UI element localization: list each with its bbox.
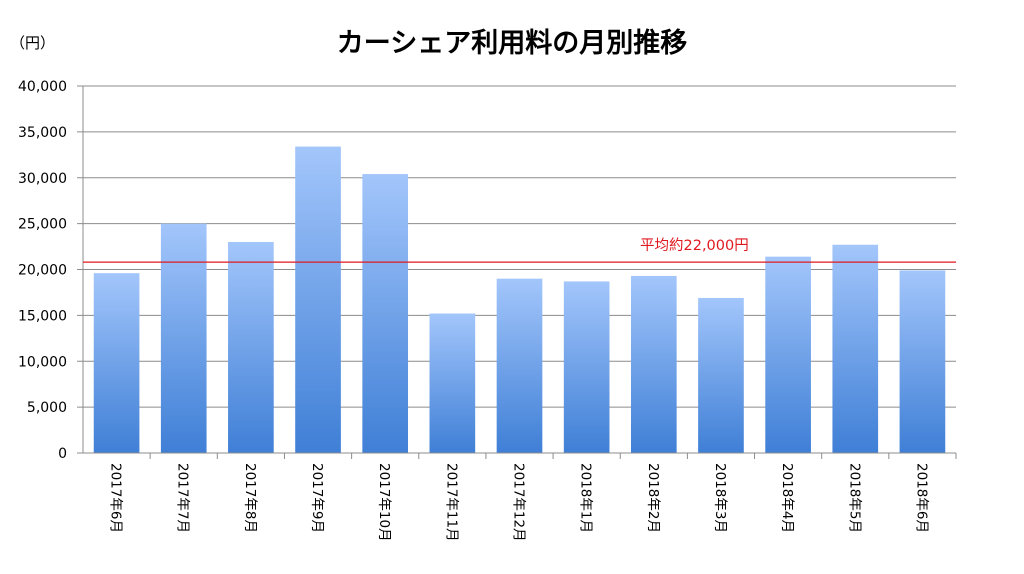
x-tick-label: 2017年11月: [443, 463, 459, 542]
chart-title: カーシェア利用料の月別推移: [337, 28, 687, 59]
x-tick-label: 2017年8月: [242, 463, 258, 533]
bar: [93, 273, 140, 453]
bar: [160, 223, 207, 453]
y-tick-label: 10,000: [18, 354, 67, 370]
bar: [630, 275, 677, 453]
y-tick-label: 5,000: [27, 400, 67, 416]
bar: [563, 281, 610, 453]
x-tick-label: 2017年7月: [175, 463, 191, 533]
y-unit-label: （円）: [10, 34, 55, 52]
bar: [899, 270, 946, 453]
axes: 0 5,000 10,000 15,000 20,000 25,000 30,000 35,0…: [18, 79, 957, 542]
x-tick-label: 2017年6月: [108, 463, 124, 533]
y-tick-label: 15,000: [18, 308, 67, 324]
x-tick-label: 2017年9月: [309, 463, 325, 533]
bar: [295, 146, 341, 453]
bar: [698, 297, 744, 453]
y-tick-label: 40,000: [18, 79, 67, 95]
x-tick-label: 2018年1月: [578, 463, 594, 533]
bar: [832, 244, 879, 453]
bar: [765, 256, 811, 453]
bar: [362, 174, 409, 453]
x-tick-label: 2017年10月: [376, 463, 392, 542]
y-tick-label: 25,000: [18, 217, 67, 233]
x-tick-label: 2018年4月: [779, 463, 795, 533]
x-tick-label: 2018年3月: [712, 463, 728, 533]
x-tick-label: 2018年2月: [645, 463, 661, 533]
bar: [228, 241, 274, 453]
y-tick-label: 30,000: [18, 171, 67, 187]
y-tick-label: 0: [58, 446, 67, 462]
reference-line-group: 平均約22,000円: [83, 237, 956, 263]
bar: [496, 278, 543, 453]
average-label: 平均約22,000円: [640, 237, 749, 254]
y-tick-label: 35,000: [18, 125, 67, 141]
bar: [429, 313, 476, 453]
y-tick-label: 20,000: [18, 263, 67, 279]
x-tick-label: 2017年12月: [511, 463, 527, 542]
x-tick-label: 2018年6月: [913, 463, 929, 533]
x-tick-label: 2018年5月: [846, 463, 862, 533]
